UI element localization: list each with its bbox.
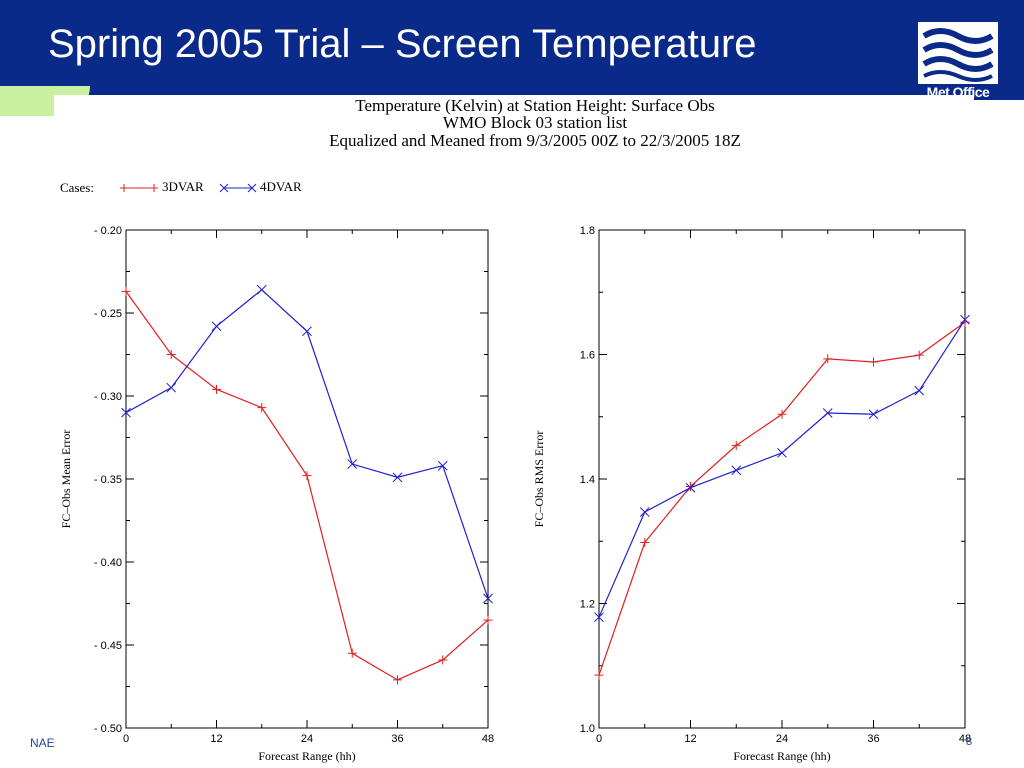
rms-error-series-4dvar-point xyxy=(639,507,650,517)
mean-error-series-3dvar-point xyxy=(212,384,221,394)
mean-error-xtick-label: 12 xyxy=(210,733,222,745)
rms-error-ytick-label: 1.2 xyxy=(580,599,595,611)
mean-error-ytick-label: - 0.45 xyxy=(94,640,122,652)
mean-error-ytick-label: - 0.40 xyxy=(94,557,122,569)
slide-title: Spring 2005 Trial – Screen Temperature xyxy=(48,22,757,66)
rms-error-ytick-label: 1.4 xyxy=(580,474,595,486)
mean-error-series-3dvar-point xyxy=(438,655,448,665)
rms-error-xtick-label: 0 xyxy=(596,733,602,745)
rms-error-series-4dvar-point xyxy=(731,465,742,476)
mean-error-ytick-label: - 0.25 xyxy=(94,308,122,320)
mean-error-series-3dvar-point xyxy=(347,648,357,658)
rms-error-xtick-label: 36 xyxy=(867,733,879,745)
mean-error-series-3dvar-point xyxy=(257,403,267,413)
rms-error-series-3dvar-point xyxy=(869,357,878,367)
legend-4dvar-cross-marker xyxy=(219,183,257,193)
rms-error-series-4dvar-point xyxy=(868,409,879,420)
mean-error-ytick-label: - 0.20 xyxy=(94,225,122,237)
figure-panel: Temperature (Kelvin) at Station Height: … xyxy=(54,95,974,768)
figure-svg: Temperature (Kelvin) at Station Height: … xyxy=(59,96,971,763)
mean-error-series-4dvar-point xyxy=(302,326,312,337)
rms-error-series-3dvar-point xyxy=(914,350,924,360)
rms-error-ytick-label: 1.8 xyxy=(580,225,595,237)
rms-error-series-3dvar-point xyxy=(640,537,650,547)
mean-error-series-4dvar-point xyxy=(347,459,358,469)
rms-error-xlabel: Forecast Range (hh) xyxy=(733,749,830,763)
legend-3dvar-plus-marker xyxy=(120,184,158,192)
rms-error-series-4dvar-point xyxy=(685,482,696,493)
rms-error-series-3dvar-point xyxy=(823,354,833,364)
mean-error-xlabel: Forecast Range (hh) xyxy=(258,749,355,763)
rms-error-ylabel: FC–Obs RMS Error xyxy=(532,431,546,528)
figure-title-line-2: WMO Block 03 station list xyxy=(443,113,627,132)
rms-error-series-4dvar-point xyxy=(960,314,970,325)
rms-error-series-3dvar-point xyxy=(594,670,604,680)
mean-error-series-4dvar-point xyxy=(437,460,448,471)
mean-error-ytick-label: - 0.35 xyxy=(94,474,122,486)
mean-error-series-4dvar-point xyxy=(121,407,131,418)
rms-error-xtick-label: 12 xyxy=(684,733,696,745)
mean-error-series-4dvar-point xyxy=(166,382,177,393)
rms-error-xtick-label: 24 xyxy=(776,733,788,745)
mean-error-series-4dvar-point xyxy=(483,593,493,604)
figure-title-line-3: Equalized and Meaned from 9/3/2005 00Z t… xyxy=(329,131,741,150)
rms-error-series-4dvar-point xyxy=(822,408,833,418)
legend-3dvar-label: 3DVAR xyxy=(162,179,204,194)
mean-error-xtick-label: 0 xyxy=(123,733,129,745)
rms-error-chart: 1.0 1.2 1.4 1.6 1.8 0 12 24 36 48 Forecast Range (… xyxy=(532,225,971,763)
mean-error-series-3dvar-line xyxy=(125,291,489,681)
met-office-waves-icon xyxy=(918,22,998,84)
mean-error-series-3dvar-point xyxy=(393,675,402,685)
mean-error-series-3dvar-point xyxy=(302,471,312,481)
mean-error-series-3dvar-point xyxy=(166,350,176,359)
rms-error-series-4dvar-point xyxy=(594,612,604,623)
rms-error-plot-frame xyxy=(598,229,966,729)
legend-4dvar-label: 4DVAR xyxy=(260,179,302,194)
mean-error-ytick-label: - 0.50 xyxy=(94,723,122,735)
page-number: 8 xyxy=(966,736,973,748)
right-strip xyxy=(974,140,1024,768)
mean-error-series-3dvar-point xyxy=(121,286,131,296)
rms-error-series-4dvar-point xyxy=(777,448,787,458)
figure-title-line-1: Temperature (Kelvin) at Station Height: … xyxy=(355,96,714,115)
rms-error-series-3dvar-point xyxy=(731,440,741,450)
mean-error-series-4dvar-point xyxy=(211,321,222,332)
slide-header: Spring 2005 Trial – Screen Temperature M… xyxy=(0,0,1024,116)
mean-error-series-4dvar-line xyxy=(125,288,489,599)
rms-error-series-4dvar-point xyxy=(914,385,925,396)
mean-error-ytick-label: - 0.30 xyxy=(94,391,122,403)
legend-label: Cases: xyxy=(60,180,94,195)
met-office-logo: Met Office xyxy=(918,22,998,104)
mean-error-series-4dvar-point xyxy=(256,284,267,295)
rms-error-series-4dvar-line xyxy=(598,319,966,618)
rms-error-xtick-label: 48 xyxy=(959,733,971,745)
mean-error-series-4dvar-point xyxy=(392,472,403,483)
mean-error-xtick-label: 48 xyxy=(482,733,494,745)
mean-error-series-3dvar-point xyxy=(483,615,493,625)
mean-error-ylabel: FC–Obs Mean Error xyxy=(59,430,73,529)
footer-label: NAE xyxy=(30,736,55,750)
rms-error-ytick-label: 1.0 xyxy=(580,723,595,735)
rms-error-series-3dvar-line xyxy=(598,321,966,676)
mean-error-xtick-label: 24 xyxy=(301,733,313,745)
mean-error-chart: - 0.20 - 0.25 - 0.30 - 0.35 - 0.40 - 0.45 - 0.… xyxy=(59,225,494,763)
rms-error-series-3dvar-point xyxy=(777,409,787,419)
legend: Cases: 3DVAR 4DVAR xyxy=(60,179,302,195)
mean-error-xtick-label: 36 xyxy=(391,733,403,745)
rms-error-ytick-label: 1.6 xyxy=(580,350,595,362)
